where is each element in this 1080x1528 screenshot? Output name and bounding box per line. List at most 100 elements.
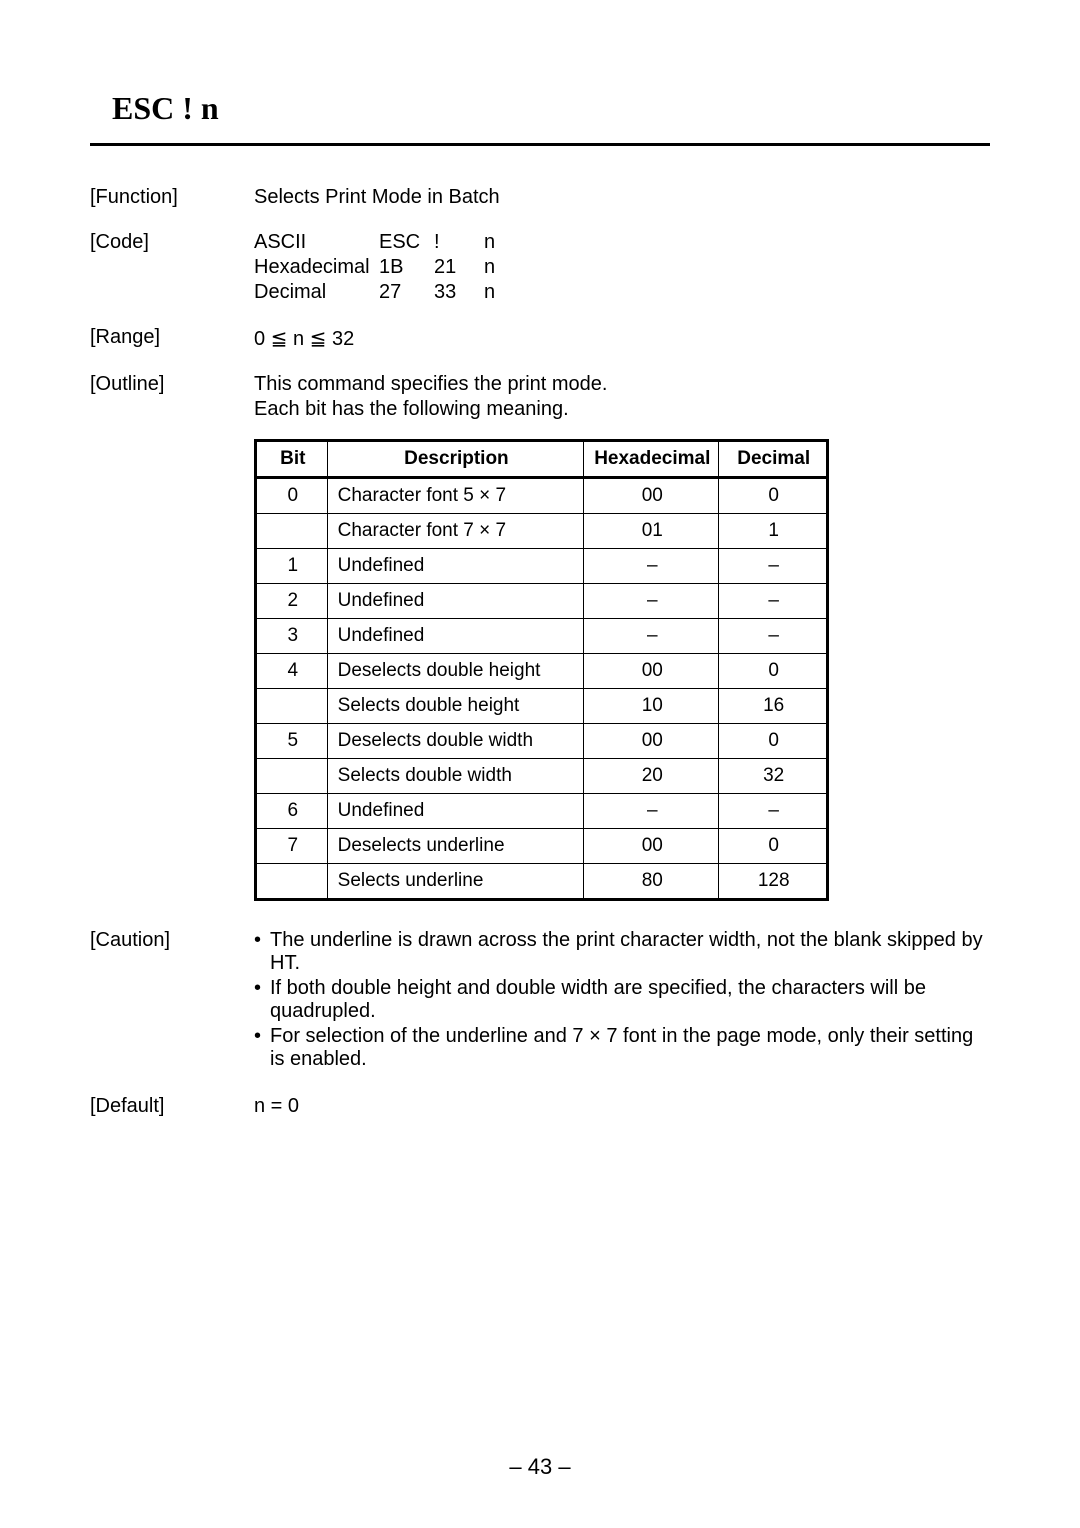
th-desc: Description: [327, 441, 584, 478]
table-row: 0Character font 5 × 7000: [256, 478, 828, 514]
page-number: – 43 –: [0, 1454, 1080, 1480]
label-function: [Function]: [90, 186, 254, 209]
td-hex: –: [584, 619, 719, 654]
td-hex: 00: [584, 654, 719, 689]
table-row: 2Undefined––: [256, 584, 828, 619]
table-row: 1Undefined––: [256, 549, 828, 584]
td-desc: Undefined: [327, 584, 584, 619]
td-hex: –: [584, 549, 719, 584]
table-row: Selects underline80128: [256, 864, 828, 900]
range-text: 0 ≦ n ≦ 32: [254, 326, 990, 351]
td-desc: Undefined: [327, 619, 584, 654]
td-dec: –: [719, 549, 828, 584]
td-desc: Deselects double height: [327, 654, 584, 689]
td-bit: 2: [256, 584, 328, 619]
label-caution: [Caution]: [90, 929, 254, 1073]
code-cell: n: [484, 281, 514, 304]
td-hex: 01: [584, 514, 719, 549]
label-range: [Range]: [90, 326, 254, 351]
td-dec: 32: [719, 759, 828, 794]
bits-table: Bit Description Hexadecimal Decimal 0Cha…: [254, 439, 829, 901]
section-range: [Range] 0 ≦ n ≦ 32: [90, 326, 990, 351]
td-bit: [256, 759, 328, 794]
caution-item: For selection of the underline and 7 × 7…: [254, 1025, 990, 1071]
td-desc: Selects double width: [327, 759, 584, 794]
td-hex: 80: [584, 864, 719, 900]
code-cell: n: [484, 256, 514, 279]
code-cell: 27: [379, 281, 434, 304]
table-row: 7Deselects underline000: [256, 829, 828, 864]
td-dec: 1: [719, 514, 828, 549]
section-caution: [Caution] The underline is drawn across …: [90, 929, 990, 1073]
table-row: Selects double width2032: [256, 759, 828, 794]
table-row: 6Undefined––: [256, 794, 828, 829]
td-bit: [256, 514, 328, 549]
section-code: [Code] ASCII ESC ! n Hexadecimal 1B 21 n…: [90, 231, 990, 304]
caution-item: The underline is drawn across the print …: [254, 929, 990, 975]
td-hex: –: [584, 584, 719, 619]
code-cell: 33: [434, 281, 484, 304]
label-outline: [Outline]: [90, 373, 254, 901]
td-hex: 00: [584, 829, 719, 864]
td-hex: 20: [584, 759, 719, 794]
table-row: 3Undefined––: [256, 619, 828, 654]
td-bit: 1: [256, 549, 328, 584]
section-default: [Default] n = 0: [90, 1095, 990, 1118]
td-bit: 4: [256, 654, 328, 689]
label-code: [Code]: [90, 231, 254, 304]
code-cell: n: [484, 231, 514, 254]
table-row: 5Deselects double width000: [256, 724, 828, 759]
td-bit: 5: [256, 724, 328, 759]
td-desc: Character font 5 × 7: [327, 478, 584, 514]
td-dec: 128: [719, 864, 828, 900]
td-hex: 10: [584, 689, 719, 724]
code-cell: 21: [434, 256, 484, 279]
code-body: ASCII ESC ! n Hexadecimal 1B 21 n Decima…: [254, 231, 990, 304]
table-header-row: Bit Description Hexadecimal Decimal: [256, 441, 828, 478]
td-desc: Selects underline: [327, 864, 584, 900]
td-dec: 0: [719, 829, 828, 864]
td-desc: Undefined: [327, 794, 584, 829]
td-hex: 00: [584, 724, 719, 759]
th-dec: Decimal: [719, 441, 828, 478]
section-function: [Function] Selects Print Mode in Batch: [90, 186, 990, 209]
th-bit: Bit: [256, 441, 328, 478]
td-bit: 6: [256, 794, 328, 829]
td-desc: Undefined: [327, 549, 584, 584]
default-text: n = 0: [254, 1095, 990, 1118]
td-dec: –: [719, 584, 828, 619]
td-desc: Deselects double width: [327, 724, 584, 759]
code-cell: !: [434, 231, 484, 254]
outline-line: Each bit has the following meaning.: [254, 398, 990, 421]
td-dec: 16: [719, 689, 828, 724]
code-cell: Hexadecimal: [254, 256, 379, 279]
td-dec: –: [719, 619, 828, 654]
td-bit: [256, 689, 328, 724]
label-default: [Default]: [90, 1095, 254, 1118]
code-cell: ESC: [379, 231, 434, 254]
table-row: 4Deselects double height000: [256, 654, 828, 689]
td-dec: 0: [719, 724, 828, 759]
td-bit: 0: [256, 478, 328, 514]
table-row: Selects double height1016: [256, 689, 828, 724]
outline-line: This command specifies the print mode.: [254, 373, 990, 396]
td-hex: 00: [584, 478, 719, 514]
td-bit: 7: [256, 829, 328, 864]
td-dec: 0: [719, 478, 828, 514]
code-grid: ASCII ESC ! n Hexadecimal 1B 21 n Decima…: [254, 231, 990, 304]
page: ESC ! n [Function] Selects Print Mode in…: [0, 0, 1080, 1118]
caution-body: The underline is drawn across the print …: [254, 929, 990, 1073]
outline-body: This command specifies the print mode. E…: [254, 373, 990, 901]
section-outline: [Outline] This command specifies the pri…: [90, 373, 990, 901]
code-cell: ASCII: [254, 231, 379, 254]
td-desc: Character font 7 × 7: [327, 514, 584, 549]
code-cell: Decimal: [254, 281, 379, 304]
command-title: ESC ! n: [90, 90, 990, 146]
td-bit: [256, 864, 328, 900]
td-bit: 3: [256, 619, 328, 654]
td-hex: –: [584, 794, 719, 829]
td-dec: 0: [719, 654, 828, 689]
td-desc: Deselects underline: [327, 829, 584, 864]
bits-table-body: 0Character font 5 × 7000 Character font …: [256, 478, 828, 900]
code-cell: 1B: [379, 256, 434, 279]
